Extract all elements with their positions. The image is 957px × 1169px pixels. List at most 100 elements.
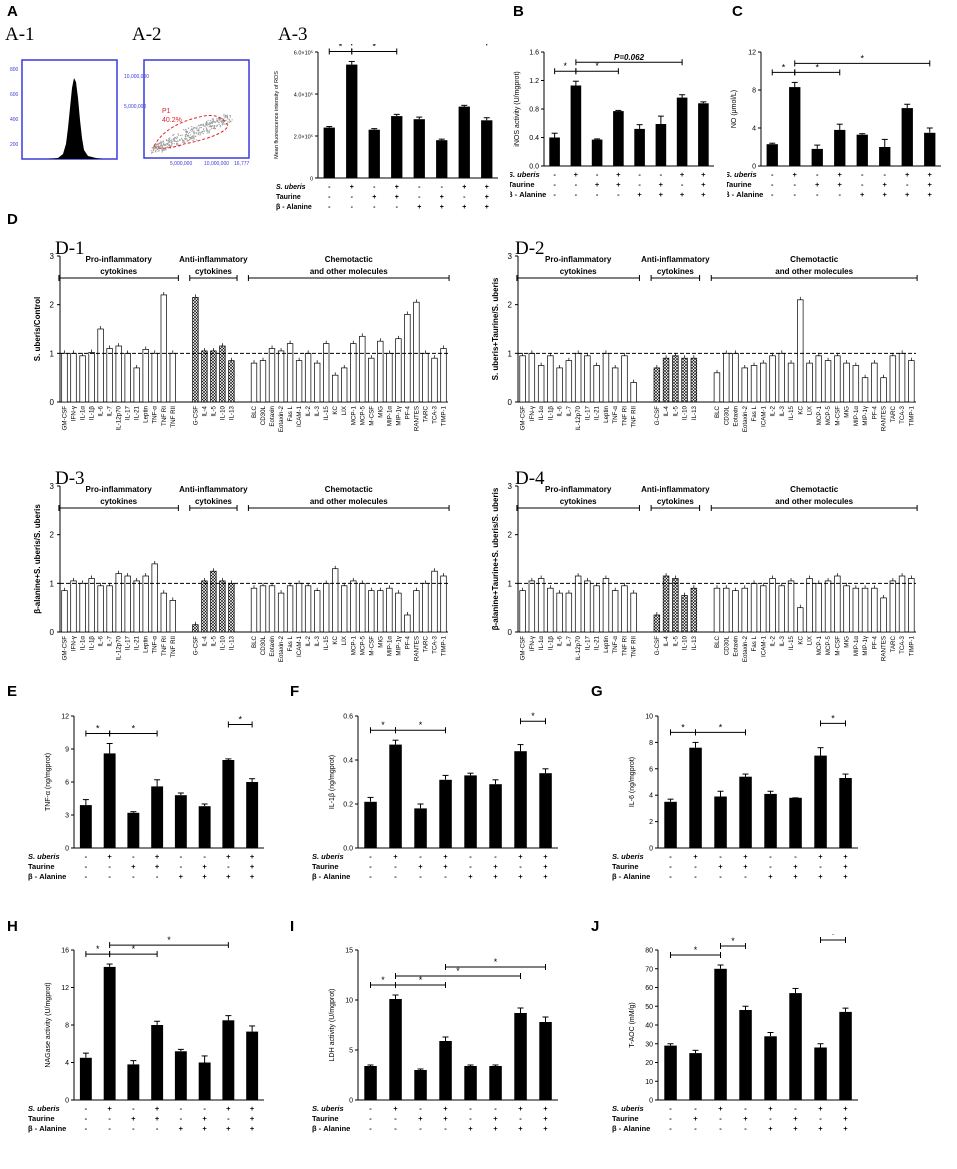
sig-star: * <box>595 61 599 71</box>
treatment-sign: - <box>771 190 774 199</box>
x-tick-label: IL-12p70 <box>116 405 123 430</box>
scatter-dot <box>179 134 182 137</box>
gate-p1 <box>153 115 229 149</box>
bar <box>741 367 748 403</box>
y-axis-label: NAGase activity (U/mgprot) <box>45 982 52 1067</box>
panel-letter-a: A <box>7 3 18 20</box>
bar <box>613 111 624 166</box>
y-tick-label: 2 <box>50 531 55 540</box>
bar <box>689 1053 702 1100</box>
bar <box>201 350 208 403</box>
treatment-sign: - <box>132 872 135 881</box>
bar <box>259 360 267 403</box>
bar <box>741 587 748 633</box>
scatter-dot <box>173 143 175 145</box>
scatter-dot <box>185 131 187 133</box>
x-tick-label: MIP-1γ <box>395 405 402 426</box>
treatment-sign: - <box>373 184 376 191</box>
treatment-sign: - <box>469 852 472 861</box>
x-tick-label: BLC <box>251 405 258 418</box>
y-tick-label: 16 <box>61 948 69 955</box>
scatter-dot <box>160 140 162 142</box>
x-tick-label: Leptin <box>603 405 610 422</box>
x-tick-label: IFN-γ <box>71 635 78 651</box>
x-tick-label: LIX <box>341 636 348 645</box>
bar <box>806 362 813 403</box>
x-tick-label: MCP-5 <box>359 405 366 425</box>
x-tick-label: IL-5 <box>210 635 217 646</box>
treatment-sign: - <box>328 184 331 191</box>
scatter-cloud <box>150 114 233 154</box>
bar <box>565 592 573 633</box>
x-tick-label: TNF RII <box>631 636 638 658</box>
bar <box>519 355 526 403</box>
treatment-label-0: S. uberis <box>276 184 306 191</box>
scatter-dot <box>158 150 160 152</box>
x-tick-label: GM-CSF <box>520 636 527 661</box>
scatter-dot <box>169 139 171 141</box>
sig-star: * <box>419 720 423 730</box>
treatment-sign: + <box>543 852 548 861</box>
x-tick-label: IL-10 <box>682 405 689 420</box>
bar <box>201 580 208 633</box>
group-title: Anti-inflammatory <box>641 255 710 264</box>
bar <box>908 578 915 633</box>
scatter-dot <box>171 145 173 147</box>
treatment-sign: + <box>155 1104 160 1113</box>
treatment-sign: + <box>818 1124 823 1133</box>
bar <box>528 580 536 633</box>
bar <box>439 779 452 848</box>
bar <box>871 362 878 403</box>
y-tick-label: 40 <box>645 1023 653 1030</box>
scatter-xtick-0: 5,000,000 <box>170 161 192 167</box>
treatment-sign: - <box>469 862 472 871</box>
bar <box>115 573 122 633</box>
bar <box>839 1011 852 1100</box>
treatment-sign: + <box>693 852 698 861</box>
x-tick-label: BLC <box>251 635 258 648</box>
y-tick-label: 4 <box>649 793 653 800</box>
bar <box>880 597 887 633</box>
bar <box>61 352 68 403</box>
x-tick-label: IL-7 <box>566 405 573 416</box>
bar <box>778 352 785 403</box>
x-tick-label: PF-4 <box>871 405 878 419</box>
scatter-dot <box>216 121 218 123</box>
treatment-sign: - <box>85 862 88 871</box>
treatment-sign: - <box>906 180 909 189</box>
treatment-sign: - <box>203 1104 206 1113</box>
scatter-dot <box>224 123 226 125</box>
bar <box>723 587 730 633</box>
scatter-dot <box>158 145 160 147</box>
bar <box>377 340 384 403</box>
bar <box>898 352 906 403</box>
scatter-dot <box>211 119 213 121</box>
y-tick-label: 8 <box>752 88 756 95</box>
group-title: Pro-inflammatory <box>86 255 153 264</box>
bar <box>556 592 563 633</box>
sig-star: * <box>694 945 698 955</box>
scatter-dot <box>173 140 175 142</box>
bar <box>323 582 330 633</box>
scatter-dot <box>157 145 159 147</box>
scatter-dot <box>162 150 164 152</box>
treatment-sign: + <box>462 204 466 211</box>
bar <box>547 587 554 633</box>
treatment-sign: - <box>180 862 183 871</box>
treatment-label-0: S. uberis <box>612 1104 644 1113</box>
scatter-dot <box>211 127 213 130</box>
bar <box>413 590 420 633</box>
x-tick-label: IL-1α <box>80 636 87 651</box>
treatment-label-2: β - Alanine <box>28 1124 66 1133</box>
bar <box>198 1062 211 1100</box>
x-tick-label: LIX <box>341 406 348 415</box>
scatter-dot <box>171 139 173 141</box>
scatter-dot <box>173 139 175 141</box>
y-tick-label: 0.2 <box>343 802 353 809</box>
y-tick-label: 1 <box>50 349 55 358</box>
bar <box>259 585 267 633</box>
